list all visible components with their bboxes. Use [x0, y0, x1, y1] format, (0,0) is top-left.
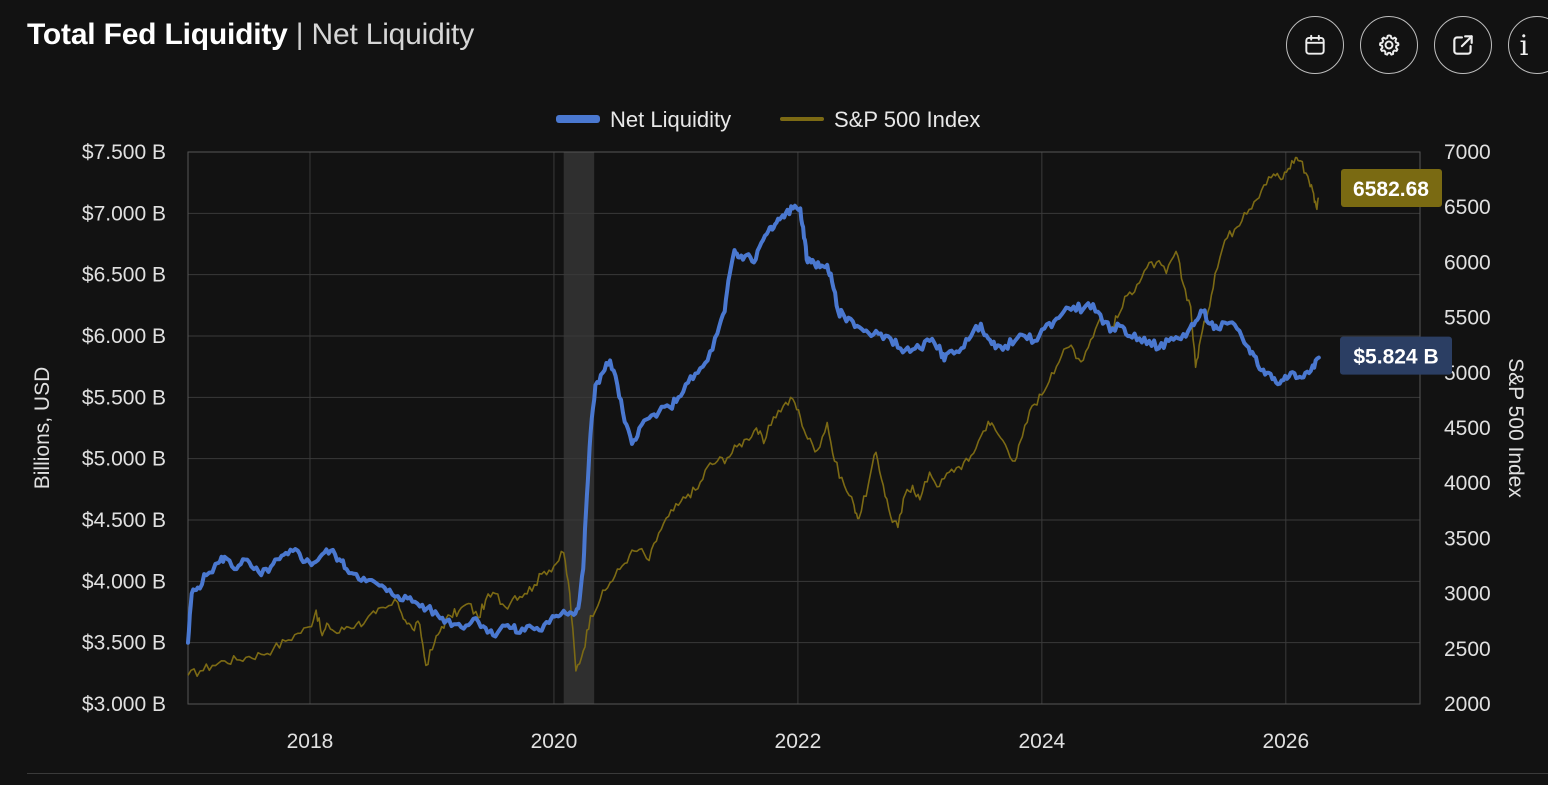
chart-legend: Net Liquidity S&P 500 Index: [556, 107, 980, 132]
y-right-tick-label: 4000: [1444, 472, 1491, 495]
page-title: Total Fed Liquidity | Net Liquidity: [27, 18, 474, 52]
external-link-icon: [1453, 35, 1473, 55]
legend-swatch-spx: [780, 117, 824, 121]
y-right-tick-label: 2000: [1444, 693, 1491, 716]
x-tick-label: 2020: [531, 730, 578, 753]
calendar-button[interactable]: [1286, 16, 1344, 74]
gear-icon: [1379, 34, 1400, 56]
series-line-spx: [187, 156, 1320, 677]
y-right-tick-label: 5000: [1444, 362, 1491, 385]
y-right-tick-label: 3500: [1444, 527, 1491, 550]
y-left-axis-title: Billions, USD: [31, 367, 54, 490]
liquidity-series-layer: [186, 203, 1321, 645]
info-button[interactable]: i: [1508, 16, 1548, 74]
y-left-tick-label: $6.500 B: [82, 264, 166, 287]
title-subtitle: Net Liquidity: [311, 18, 475, 51]
y-right-axis-title: S&P 500 Index: [1504, 358, 1527, 498]
info-icon: i: [1519, 28, 1529, 62]
plot-frame: [187, 151, 1421, 705]
y-right-tick-label: 6500: [1444, 196, 1491, 219]
spx-last-value-badge: [1341, 169, 1442, 208]
title-separator: |: [295, 18, 304, 51]
spx-last-value-text: 6582.68: [1353, 178, 1429, 201]
y-left-tick-label: $6.000 B: [82, 325, 166, 348]
bottom-divider: [27, 773, 1548, 774]
y-right-tick-label: 3000: [1444, 583, 1491, 606]
liquidity-last-value-badge: [1340, 336, 1452, 375]
liquidity-last-value-text: $5.824 B: [1353, 346, 1438, 369]
last-value-labels: 6582.68 $5.824 B: [1340, 169, 1452, 375]
x-tick-label: 2024: [1019, 730, 1066, 753]
y-right-tick-label: 6000: [1444, 251, 1491, 274]
y-right-tick-label: 4500: [1444, 417, 1491, 440]
y-right-tick-label: 5500: [1444, 307, 1491, 330]
chart-grid: [187, 151, 1421, 705]
series-line-net-liquidity: [186, 203, 1321, 645]
settings-button[interactable]: [1360, 16, 1418, 74]
chart-axes: $3.000 B $3.500 B $4.000 B $4.500 B $5.000 B…: [31, 141, 1527, 753]
y-right-tick-label: 7000: [1444, 141, 1491, 164]
y-right-tick-label: 2500: [1444, 638, 1491, 661]
calendar-icon: [1305, 34, 1325, 55]
y-left-tick-label: $5.000 B: [82, 448, 166, 471]
y-left-tick-label: $3.000 B: [82, 693, 166, 716]
y-left-tick-label: $3.500 B: [82, 632, 166, 655]
legend-label-net-liquidity: Net Liquidity: [610, 107, 731, 132]
open-external-button[interactable]: [1434, 16, 1492, 74]
y-left-tick-label: $7.500 B: [82, 141, 166, 164]
y-left-tick-label: $4.500 B: [82, 509, 166, 532]
x-tick-label: 2018: [287, 730, 334, 753]
title-main: Total Fed Liquidity: [27, 18, 288, 51]
y-left-tick-label: $7.000 B: [82, 202, 166, 225]
spx-series-layer: [187, 156, 1320, 677]
legend-label-spx: S&P 500 Index: [834, 107, 980, 132]
legend-swatch-net-liquidity: [556, 115, 600, 123]
x-tick-label: 2026: [1262, 730, 1309, 753]
x-tick-label: 2022: [775, 730, 822, 753]
y-left-tick-label: $4.000 B: [82, 570, 166, 593]
y-left-tick-label: $5.500 B: [82, 386, 166, 409]
